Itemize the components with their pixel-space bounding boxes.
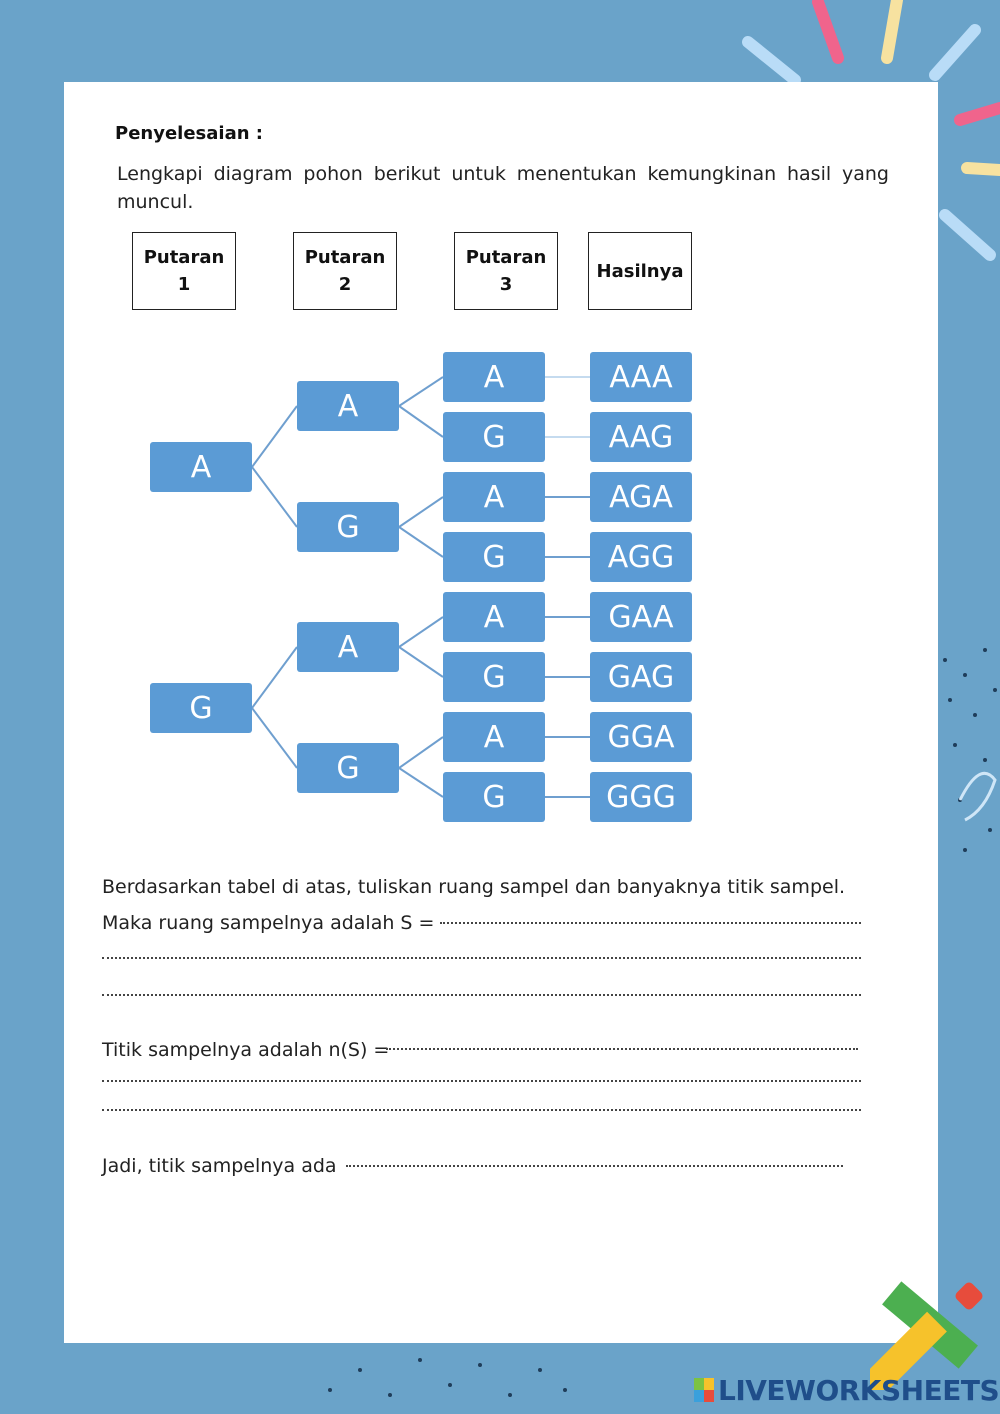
sample-space-label: Maka ruang sampelnya adalah S = xyxy=(102,912,435,934)
instruction-text: Lengkapi diagram pohon berikut untuk men… xyxy=(117,163,889,213)
result-node: GAG xyxy=(590,652,692,702)
putaran-3-node: G xyxy=(443,532,545,582)
result-node: GGA xyxy=(590,712,692,762)
putaran-3-node: G xyxy=(443,652,545,702)
section-title: Penyelesaian : xyxy=(115,123,263,144)
branch-line xyxy=(398,405,444,438)
header-hasilnya: Hasilnya xyxy=(588,232,692,310)
putaran-3-node: A xyxy=(443,712,545,762)
result-node: GGG xyxy=(590,772,692,822)
header-putaran-1: Putaran 1 xyxy=(132,232,236,310)
sample-points-input-1[interactable] xyxy=(386,1048,858,1050)
pencil-ruler-icon xyxy=(870,1281,983,1390)
result-node: GAA xyxy=(590,592,692,642)
sample-space-input-2[interactable] xyxy=(102,957,861,959)
putaran-1-node: G xyxy=(150,683,252,733)
branch-line xyxy=(398,736,444,769)
sample-space-input-3[interactable] xyxy=(102,994,861,996)
putaran-2-node: G xyxy=(297,502,399,552)
header-putaran-2: Putaran 2 xyxy=(293,232,397,310)
conclusion-input[interactable] xyxy=(346,1165,843,1167)
branch-line xyxy=(398,496,444,528)
putaran-3-node: A xyxy=(443,352,545,402)
putaran-2-node: G xyxy=(297,743,399,793)
putaran-3-node: A xyxy=(443,592,545,642)
header-putaran-3: Putaran 3 xyxy=(454,232,558,310)
result-node: AGA xyxy=(590,472,692,522)
question-text: Berdasarkan tabel di atas, tuliskan ruan… xyxy=(102,876,846,898)
result-node: AAA xyxy=(590,352,692,402)
sample-points-input-3[interactable] xyxy=(102,1109,861,1111)
branch-line xyxy=(398,646,444,678)
branch-line xyxy=(251,707,298,769)
branch-line xyxy=(398,526,444,558)
conclusion-label: Jadi, titik sampelnya ada xyxy=(102,1155,337,1177)
branch-line xyxy=(251,646,298,709)
branch-line xyxy=(398,616,444,648)
branch-line xyxy=(251,466,298,528)
logo-badge xyxy=(694,1378,714,1402)
decorative-dots xyxy=(328,648,997,1397)
putaran-3-node: G xyxy=(443,412,545,462)
result-node: AGG xyxy=(590,532,692,582)
putaran-3-node: A xyxy=(443,472,545,522)
branch-line xyxy=(398,376,444,407)
sample-points-label: Titik sampelnya adalah n(S) = xyxy=(102,1039,390,1061)
putaran-2-node: A xyxy=(297,381,399,431)
sample-space-input-1[interactable] xyxy=(440,922,861,924)
result-node: AAG xyxy=(590,412,692,462)
sample-points-input-2[interactable] xyxy=(102,1080,861,1082)
liveworksheets-logo: LIVEWORKSHEETS xyxy=(718,1374,1000,1407)
branch-line xyxy=(251,405,298,468)
branch-line xyxy=(398,767,444,798)
putaran-2-node: A xyxy=(297,622,399,672)
putaran-1-node: A xyxy=(150,442,252,492)
putaran-3-node: G xyxy=(443,772,545,822)
